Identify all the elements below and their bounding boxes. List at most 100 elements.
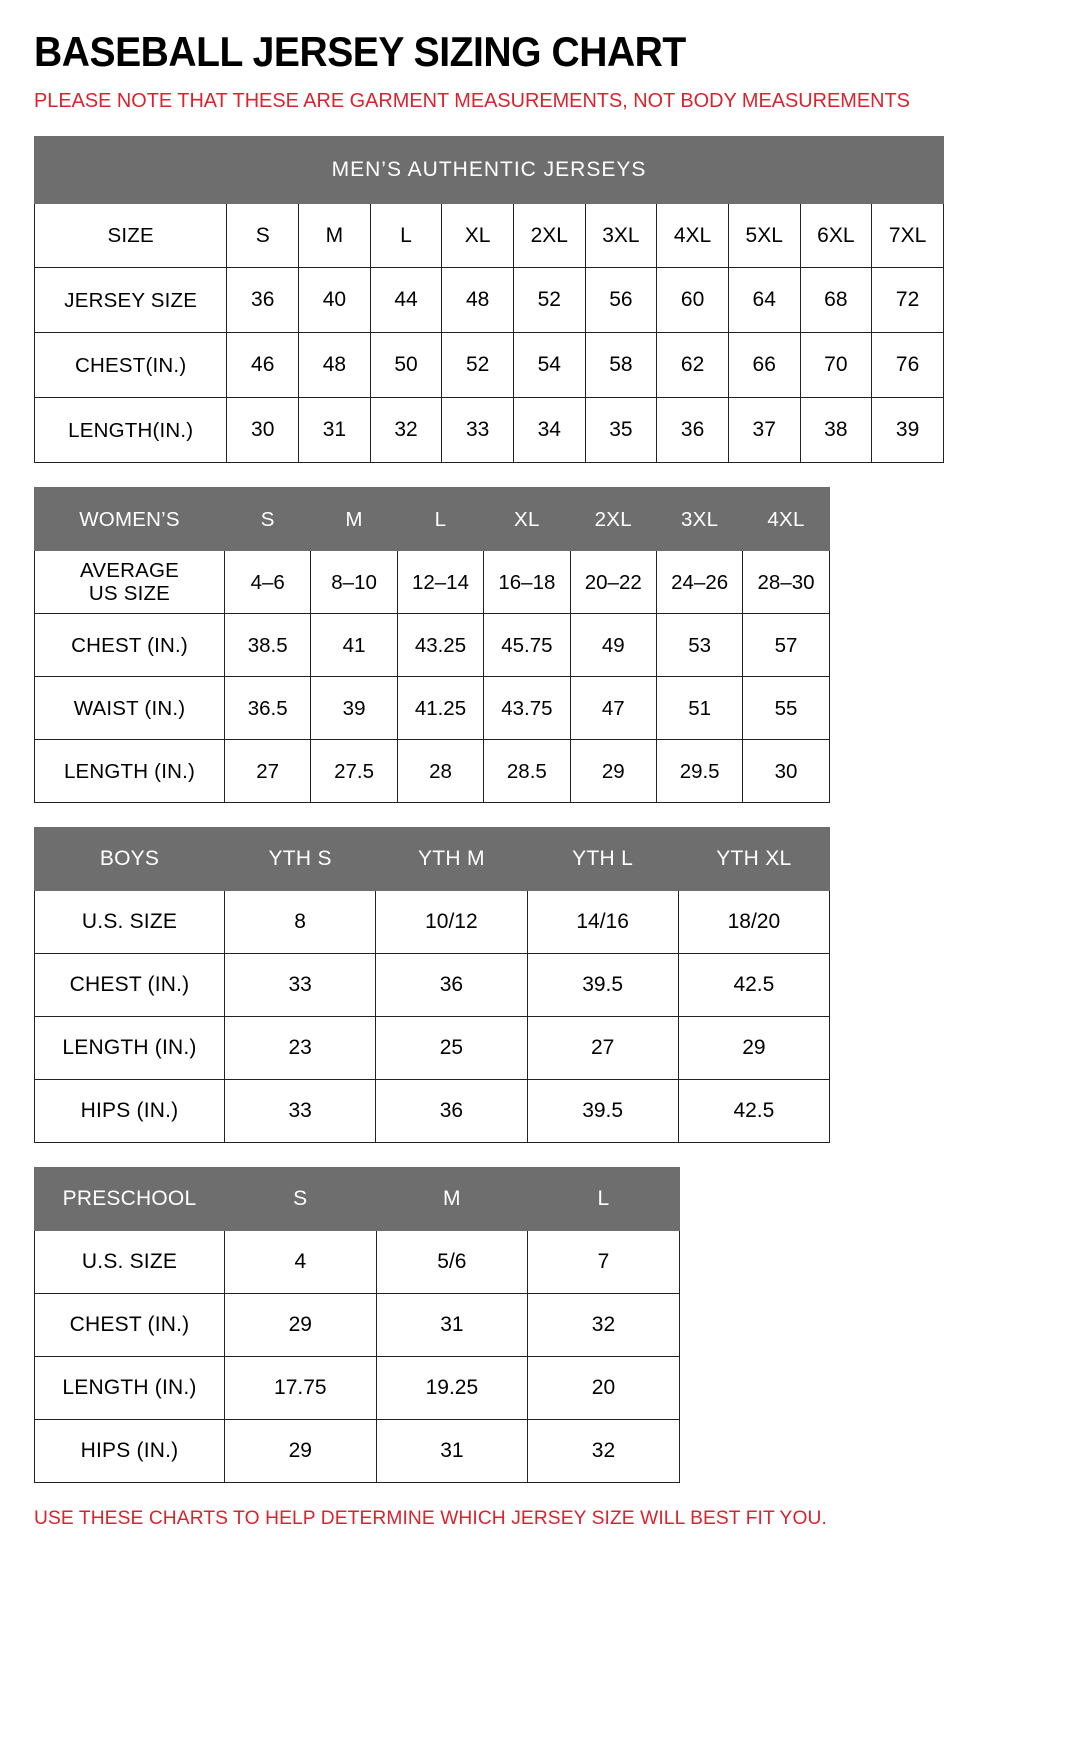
womens-length-xl: 28.5: [483, 739, 571, 804]
mens-chest-xl: 52: [441, 332, 514, 399]
table-row: CHEST (IN.) 33 36 39.5 42.5: [34, 953, 831, 1018]
preschool-chest-m: 31: [375, 1293, 529, 1358]
womens-row-label-waist: WAIST (IN.): [34, 676, 225, 741]
mens-length-6xl: 38: [799, 397, 873, 464]
preschool-us-size-m: 5/6: [375, 1230, 529, 1295]
womens-chest-m: 41: [310, 613, 398, 678]
mens-length-5xl: 37: [727, 397, 801, 464]
boys-length-yth-xl: 29: [677, 1016, 831, 1081]
womens-col-header-2xl: 2XL: [569, 487, 657, 552]
womens-waist-4xl: 55: [742, 676, 830, 741]
womens-length-s: 27: [223, 739, 312, 804]
boys-length-yth-m: 25: [375, 1016, 528, 1081]
womens-row-label-chest: CHEST (IN.): [34, 613, 225, 678]
boys-column-header-row: BOYS YTH S YTH M YTH L YTH XL: [34, 827, 831, 892]
preschool-length-s: 17.75: [224, 1356, 377, 1421]
womens-chest-3xl: 53: [655, 613, 744, 678]
boys-col-header-yth-m: YTH M: [375, 827, 528, 892]
boys-chest-yth-xl: 42.5: [677, 953, 831, 1018]
table-row: CHEST (IN.) 29 31 32: [34, 1293, 680, 1358]
mens-length-m: 31: [298, 397, 371, 464]
boys-length-yth-l: 27: [526, 1016, 679, 1081]
womens-length-l: 28: [396, 739, 485, 804]
boys-us-size-yth-xl: 18/20: [677, 890, 831, 955]
preschool-col-header-m: M: [375, 1167, 529, 1232]
boys-hips-yth-xl: 42.5: [677, 1079, 831, 1144]
boys-col-header-title: BOYS: [34, 827, 225, 892]
mens-row-label-jersey-size: JERSEY SIZE: [33, 267, 228, 334]
table-row: CHEST (IN.) 38.5 41 43.25 45.75 49 53 57: [34, 613, 830, 678]
preschool-chest-l: 32: [527, 1293, 680, 1358]
mens-length-7xl: 39: [871, 397, 944, 464]
boys-row-label-length: LENGTH (IN.): [34, 1016, 225, 1081]
preschool-row-label-length: LENGTH (IN.): [34, 1356, 225, 1421]
womens-col-header-l: L: [396, 487, 485, 552]
page-title: BASEBALL JERSEY SIZING CHART: [34, 28, 686, 75]
mens-jersey-size-3xl: 56: [584, 267, 658, 334]
boys-hips-yth-l: 39.5: [526, 1079, 679, 1144]
boys-row-label-hips: HIPS (IN.): [34, 1079, 225, 1144]
table-row: LENGTH (IN.) 23 25 27 29: [34, 1016, 831, 1081]
mens-jersey-size-s: 36: [226, 267, 300, 334]
table-row: LENGTH (IN.) 27 27.5 28 28.5 29 29.5 30: [34, 739, 830, 804]
mens-chest-2xl: 54: [512, 332, 586, 399]
mens-length-xl: 33: [441, 397, 514, 464]
mens-column-header-row: SIZE S M L XL 2XL 3XL 4XL 5XL 6XL 7XL: [33, 203, 944, 269]
table-row: U.S. SIZE 8 10/12 14/16 18/20: [34, 890, 831, 955]
preschool-row-label-us-size: U.S. SIZE: [34, 1230, 225, 1295]
mens-banner-row: MEN’S AUTHENTIC JERSEYS: [34, 136, 944, 205]
mens-chest-s: 46: [226, 332, 300, 399]
boys-col-header-yth-s: YTH S: [223, 827, 377, 892]
womens-col-header-xl: XL: [483, 487, 571, 552]
boys-us-size-yth-l: 14/16: [526, 890, 679, 955]
womens-col-header-m: M: [310, 487, 398, 552]
preschool-hips-l: 32: [527, 1419, 680, 1484]
womens-waist-2xl: 47: [569, 676, 657, 741]
womens-us-size-m: 8–10: [310, 550, 398, 615]
preschool-column-header-row: PRESCHOOL S M L: [34, 1167, 680, 1232]
womens-chest-4xl: 57: [742, 613, 830, 678]
womens-waist-3xl: 51: [655, 676, 744, 741]
table-row: HIPS (IN.) 29 31 32: [34, 1419, 680, 1484]
womens-waist-m: 39: [310, 676, 398, 741]
mens-col-header-4xl: 4XL: [656, 203, 729, 269]
table-row: AVERAGE US SIZE 4–6 8–10 12–14 16–18 20–…: [34, 550, 830, 615]
mens-col-header-m: M: [298, 203, 371, 269]
womens-length-3xl: 29.5: [655, 739, 744, 804]
mens-jersey-size-6xl: 68: [799, 267, 873, 334]
boys-hips-yth-m: 36: [375, 1079, 528, 1144]
preschool-hips-m: 31: [375, 1419, 529, 1484]
mens-length-l: 32: [369, 397, 443, 464]
table-row: WAIST (IN.) 36.5 39 41.25 43.75 47 51 55: [34, 676, 830, 741]
mens-col-header-5xl: 5XL: [727, 203, 801, 269]
mens-col-header-size: SIZE: [33, 203, 228, 269]
mens-row-label-chest: CHEST(IN.): [33, 332, 228, 399]
mens-length-3xl: 35: [584, 397, 658, 464]
womens-us-size-xl: 16–18: [483, 550, 571, 615]
table-row: HIPS (IN.) 33 36 39.5 42.5: [34, 1079, 831, 1144]
preschool-chest-s: 29: [224, 1293, 377, 1358]
mens-length-2xl: 34: [512, 397, 586, 464]
preschool-row-label-chest: CHEST (IN.): [34, 1293, 225, 1358]
preschool-jerseys-table: PRESCHOOL S M L U.S. SIZE 4 5/6 7 CHEST …: [34, 1167, 680, 1484]
womens-col-header-4xl: 4XL: [742, 487, 830, 552]
sizing-chart-page: BASEBALL JERSEY SIZING CHART PLEASE NOTE…: [33, 28, 944, 1529]
womens-length-2xl: 29: [569, 739, 657, 804]
table-row: LENGTH(IN.) 30 31 32 33 34 35 36 37 38 3…: [33, 397, 944, 464]
mens-jersey-size-2xl: 52: [512, 267, 586, 334]
mens-jersey-size-7xl: 72: [871, 267, 944, 334]
table-row: LENGTH (IN.) 17.75 19.25 20: [34, 1356, 680, 1421]
mens-col-header-7xl: 7XL: [871, 203, 944, 269]
garment-measurement-note: PLEASE NOTE THAT THESE ARE GARMENT MEASU…: [34, 89, 910, 113]
boys-chest-yth-l: 39.5: [526, 953, 679, 1018]
womens-row-label-average-us-size: AVERAGE US SIZE: [34, 550, 225, 615]
womens-us-size-s: 4–6: [223, 550, 312, 615]
mens-chest-l: 50: [369, 332, 443, 399]
table-row: JERSEY SIZE 36 40 44 48 52 56 60 64 68 7…: [33, 267, 944, 334]
preschool-length-m: 19.25: [375, 1356, 529, 1421]
mens-col-header-3xl: 3XL: [584, 203, 658, 269]
womens-waist-xl: 43.75: [483, 676, 571, 741]
mens-col-header-l: L: [369, 203, 443, 269]
preschool-length-l: 20: [527, 1356, 680, 1421]
womens-us-size-4xl: 28–30: [742, 550, 830, 615]
